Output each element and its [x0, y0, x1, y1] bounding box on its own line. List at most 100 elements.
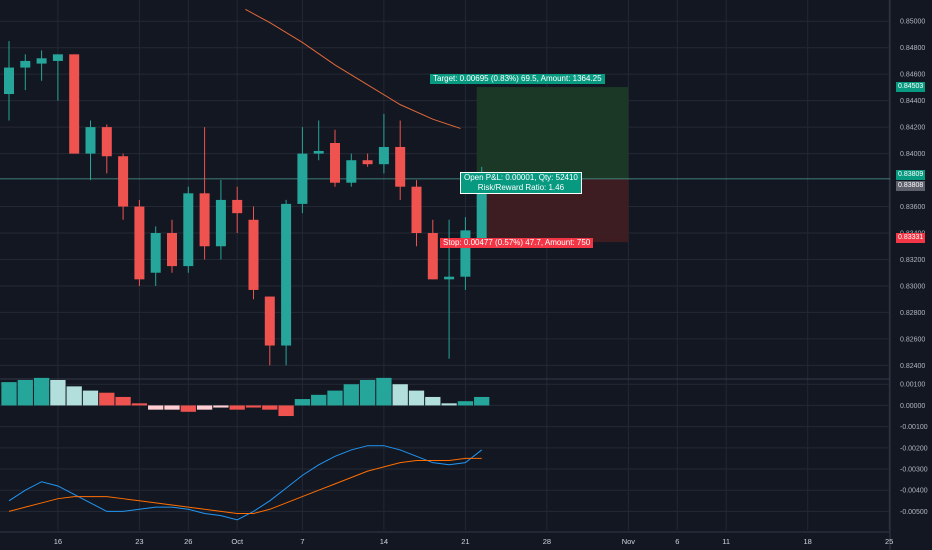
histogram-bar [1, 382, 17, 406]
histogram-bar [408, 390, 425, 406]
date-tick-label: 23 [135, 537, 143, 546]
histogram-bar [245, 405, 262, 408]
histogram-bar [474, 396, 490, 406]
histogram-bar [50, 380, 66, 406]
price-tick-label: 0.84000 [900, 151, 925, 158]
price-tick-label: 0.82600 [900, 336, 925, 343]
histogram-bar [425, 396, 441, 406]
candle-body [183, 193, 194, 267]
moving-average-line [245, 8, 461, 129]
candle-body [395, 146, 406, 187]
candle-body [150, 233, 161, 273]
candle-body [36, 58, 47, 64]
histogram-bar [213, 405, 229, 408]
histogram-bar [376, 377, 392, 406]
histogram-bar [33, 377, 50, 406]
price-tick-label: 0.83600 [900, 204, 925, 211]
macd-histogram [1, 377, 490, 417]
indicator-tick-label: 0.00100 [900, 382, 925, 389]
date-tick-label: Oct [231, 537, 244, 546]
date-tick-label: 25 [885, 537, 893, 546]
indicator-tick-label: 0.00000 [900, 403, 925, 410]
candle-body [4, 67, 14, 95]
indicator-tick-label: -0.00500 [900, 509, 928, 516]
histogram-bar [229, 405, 245, 410]
candle-body [427, 233, 438, 280]
candle-body [411, 186, 422, 234]
candlestick-series[interactable] [4, 41, 487, 366]
indicator-tick-label: -0.00200 [900, 445, 928, 452]
histogram-bar [115, 396, 131, 406]
histogram-bar [441, 403, 457, 406]
histogram-bar [311, 394, 327, 406]
candle-body [281, 203, 292, 346]
date-tick-label: Nov [622, 537, 636, 546]
candle-body [264, 296, 275, 346]
candle-body [362, 160, 373, 165]
indicator-tick-label: -0.00400 [900, 488, 928, 495]
candle-body [101, 127, 112, 157]
candle-body [69, 54, 80, 154]
price-tick-label: 0.84800 [900, 45, 925, 52]
target-zone [476, 87, 629, 179]
histogram-bar [164, 405, 180, 410]
histogram-bar [180, 405, 196, 412]
candle-body [378, 146, 389, 165]
candle-body [85, 127, 96, 154]
macd-line [8, 445, 483, 521]
candle-body [248, 219, 259, 290]
candle-body [134, 206, 145, 280]
candle-body [52, 54, 63, 61]
price-tick-label: 0.84200 [900, 125, 925, 132]
moving-average-series [245, 8, 461, 129]
open-pnl-label[interactable]: Open P&L: 0.00001, Qty: 52410 Risk/Rewar… [460, 172, 582, 194]
open-pnl-text: Open P&L: 0.00001, Qty: 52410 [464, 173, 578, 182]
date-tick-label: 6 [675, 537, 679, 546]
target-label[interactable]: Target: 0.00695 (0.83%) 69.5, Amount: 13… [430, 74, 605, 84]
indicator-tick-label: -0.00100 [900, 424, 928, 431]
histogram-bar [278, 405, 294, 417]
date-tick-label: 16 [54, 537, 62, 546]
date-tick-label: 7 [300, 537, 304, 546]
chart-axes[interactable]: 0.85000 0.84800 0.84600 0.84400 0.84200 0.840… [54, 19, 928, 546]
price-tick-label: 0.82400 [900, 363, 925, 370]
entry-price-tag: 0.83809 [896, 170, 926, 180]
date-tick-label: 21 [461, 537, 469, 546]
histogram-bar [148, 405, 164, 410]
candle-body [118, 156, 129, 207]
risk-reward-text: Risk/Reward Ratio: 1.46 [477, 183, 565, 192]
histogram-bar [457, 401, 474, 406]
price-tick-label: 0.85000 [900, 19, 925, 26]
histogram-bar [343, 384, 359, 406]
candle-body [199, 193, 210, 247]
price-tick-label: 0.84600 [900, 72, 925, 79]
price-tick-label: 0.83000 [900, 283, 925, 290]
histogram-bar [66, 386, 82, 406]
price-tick-label: 0.84400 [900, 98, 925, 105]
date-tick-label: 26 [184, 537, 192, 546]
candle-body [215, 199, 226, 247]
histogram-bar [327, 390, 343, 406]
histogram-bar [359, 380, 376, 406]
target-price-tag: 0.84503 [896, 82, 926, 92]
histogram-bar [82, 390, 99, 406]
signal-line [8, 457, 482, 515]
macd-lines [8, 445, 483, 521]
price-tick-label: 0.82800 [900, 310, 925, 317]
candle-body [20, 60, 31, 68]
candle-body [297, 153, 308, 204]
candle-body [232, 199, 243, 214]
last-price-tag: 0.83808 [896, 181, 926, 191]
date-tick-label: 14 [380, 537, 388, 546]
candle-body [167, 233, 177, 267]
candle-body [476, 177, 487, 240]
histogram-bar [99, 392, 115, 406]
price-tick-label: 0.83200 [900, 257, 925, 264]
candle-body [313, 150, 324, 154]
histogram-bar [262, 405, 278, 410]
candle-body [444, 276, 455, 280]
histogram-bar [196, 405, 213, 410]
histogram-bar [17, 380, 33, 406]
stop-label[interactable]: Stop: 0.00477 (0.57%) 47.7, Amount: 750 [440, 238, 594, 248]
